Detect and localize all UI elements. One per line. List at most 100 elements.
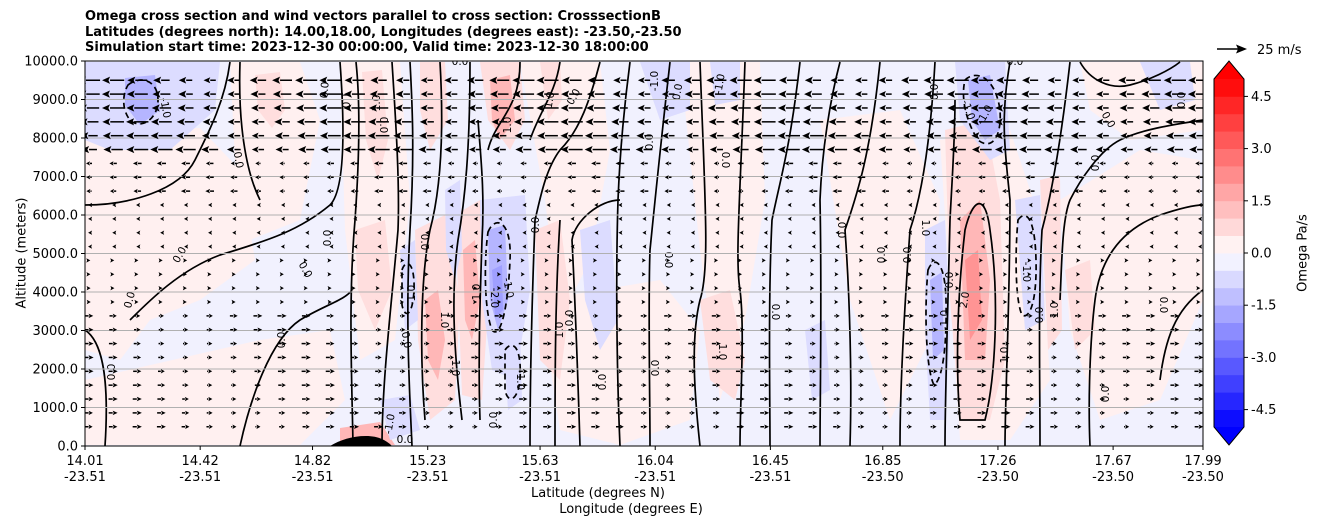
wind-vector [1018, 145, 1042, 154]
wind-vector [159, 202, 164, 208]
contour-label: 0.0 [377, 117, 389, 134]
wind-vector [810, 313, 816, 319]
wind-vector [206, 327, 213, 332]
wind-vector [401, 202, 406, 208]
wind-vector [327, 188, 334, 194]
omega-contour-line [239, 289, 353, 446]
wind-vector [1143, 132, 1158, 140]
wind-vector [641, 410, 647, 416]
wind-vector [661, 146, 675, 153]
wind-vector [691, 202, 696, 208]
colorbar-segment [1214, 374, 1244, 393]
wind-vector [447, 161, 455, 166]
wind-vector [930, 161, 937, 166]
wind-vector [784, 369, 793, 374]
wind-vector [978, 161, 986, 166]
wind-vector [158, 341, 165, 346]
wind-vector [802, 118, 824, 126]
wind-vector [303, 258, 308, 263]
wind-vector [953, 313, 962, 319]
wind-vector [777, 132, 800, 140]
wind-vector [665, 396, 671, 402]
wind-vector [685, 104, 700, 112]
x-tick-label-lon: -23.51 [749, 470, 791, 485]
wind-vector [833, 424, 841, 429]
omega-region-positive [355, 220, 392, 330]
wind-vector [1025, 188, 1035, 194]
wind-vector [86, 285, 91, 291]
wind-vector [777, 118, 800, 126]
wind-vector [254, 382, 261, 388]
wind-vector [637, 104, 651, 112]
wind-vector [804, 90, 822, 98]
omega-region-negative [400, 240, 418, 330]
wind-vector [761, 285, 766, 291]
wind-vector [303, 299, 308, 305]
wind-vector [370, 76, 387, 84]
wind-vector [665, 161, 672, 166]
omega-contour-line [1088, 204, 1203, 446]
wind-vector [279, 161, 285, 166]
wind-vector [906, 188, 913, 194]
wind-vector [736, 327, 745, 332]
colorbar-extend-bottom [1214, 427, 1244, 445]
wind-vector [251, 146, 265, 153]
wind-vector [560, 118, 583, 126]
wind-vector [158, 258, 163, 263]
wind-vector [834, 299, 839, 305]
wind-vector [616, 396, 624, 402]
omega-region-positive [85, 128, 255, 360]
wind-vector [661, 76, 675, 84]
omega-contour-line [956, 202, 997, 421]
wind-vector [883, 216, 888, 222]
wind-vector [708, 118, 725, 126]
quiver-key: 25 m/s [1217, 43, 1302, 58]
wind-vector [1019, 118, 1041, 126]
wind-vector [543, 327, 552, 332]
wind-vector [665, 410, 671, 416]
wind-vector [712, 355, 721, 360]
wind-vector [854, 91, 868, 98]
omega-contour-line [85, 61, 231, 206]
wind-vector [810, 272, 815, 277]
wind-vector [730, 104, 751, 112]
wind-vector [853, 132, 869, 140]
wind-vector [251, 118, 265, 126]
wind-vector [448, 258, 453, 263]
wind-vector [665, 355, 672, 360]
omega-contour-line [85, 329, 108, 446]
wind-vector [206, 410, 213, 416]
wind-vector [468, 146, 482, 153]
wind-vector [201, 145, 219, 154]
wind-vector [374, 424, 384, 429]
wind-vector [931, 175, 937, 180]
wind-vector [1146, 369, 1155, 374]
wind-vector [881, 175, 889, 180]
omega-contour-line [407, 61, 414, 446]
wind-vector [494, 327, 504, 333]
wind-vector [1003, 313, 1009, 319]
wind-vector [274, 118, 290, 126]
wind-vector [448, 272, 453, 277]
wind-vector [255, 161, 261, 166]
wind-vector [1174, 202, 1179, 208]
wind-vector [448, 285, 453, 291]
omega-region-negative [1140, 62, 1195, 110]
wind-vector [1196, 285, 1201, 291]
wind-vector [444, 76, 458, 84]
wind-vector [157, 396, 166, 402]
wind-vector [1044, 132, 1064, 140]
contour-label: -1.0 [500, 277, 515, 299]
wind-vector [150, 145, 173, 154]
wind-vector [278, 396, 286, 402]
colorbar-tick-label: 4.5 [1251, 90, 1272, 105]
wind-vector [809, 369, 817, 374]
wind-vector [205, 161, 214, 166]
wind-vector [512, 76, 535, 84]
colorbar-extend-top [1214, 61, 1244, 79]
wind-vector [132, 161, 142, 166]
contour-label: 0.0 [1007, 56, 1024, 68]
wind-vector [208, 230, 213, 235]
wind-vector [979, 299, 984, 305]
wind-vector [302, 424, 310, 429]
